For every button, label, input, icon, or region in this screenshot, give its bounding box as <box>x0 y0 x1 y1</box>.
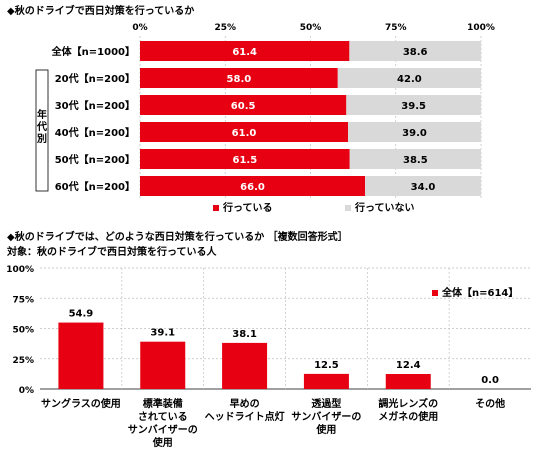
category-label-line: 使用 <box>152 436 173 449</box>
category-label-line: メガネの使用 <box>378 410 438 423</box>
chart-2-legend: 全体【n=614】 <box>432 286 518 299</box>
bar-yes <box>140 149 350 169</box>
bar <box>303 373 349 389</box>
category-label-line: その他 <box>475 397 505 410</box>
chart-2-data-label: 38.1 <box>232 329 257 340</box>
category-label-line: サンバイザーの <box>291 411 361 423</box>
chart-1-legend: 行っている 行っていない <box>213 201 415 214</box>
chart-2-subtitle: 対象：秋のドライブで西日対策を行っている人 <box>6 245 217 258</box>
chart-2-category-label: 早めのヘッドライト点灯 <box>205 398 285 423</box>
chart-2-category-label: 標準装備されているサンバイザーの使用 <box>128 397 198 449</box>
bar-yes <box>140 122 349 142</box>
chart-1-data-label: 39.0 <box>402 128 427 139</box>
bar-yes <box>140 95 347 115</box>
legend-swatch <box>345 205 351 211</box>
chart-2-tick-labels: 0% 25% 50% 75% 100% <box>6 265 34 396</box>
legend-label: 全体【n=614】 <box>441 286 518 299</box>
chart-1: ◆秋のドライブで西日対策を行っているか 0% 25% 50% 75% 100% 年代別 … <box>7 4 495 214</box>
chart-1-data-label: 66.0 <box>240 182 265 193</box>
chart-2-category-label: 透過型サンバイザーの使用 <box>291 397 361 436</box>
chart-1-category-label: 50代【n=200】 <box>55 153 135 166</box>
chart-1-data-label: 60.5 <box>231 101 256 112</box>
age-group-label-char: 代 <box>36 120 47 133</box>
bar-yes <box>140 41 350 61</box>
bar-no <box>349 149 481 169</box>
bar <box>222 342 268 389</box>
chart-1-data-label: 61.4 <box>232 47 257 58</box>
category-label-line: されている <box>138 411 188 423</box>
chart-2-grid <box>40 267 531 390</box>
chart-2-data-label: 39.1 <box>150 328 175 339</box>
legend-label: 行っている <box>222 201 273 214</box>
chart-1-title: ◆秋のドライブで西日対策を行っているか <box>7 4 194 17</box>
chart-1-category-label: 30代【n=200】 <box>55 99 135 112</box>
age-group-label: 年代別 <box>36 108 47 145</box>
category-label-line: 透過型 <box>311 397 341 410</box>
chart-2-category-label: サングラスの使用 <box>41 397 121 410</box>
chart-1-tick-labels: 0% 25% 50% 75% 100% <box>132 23 495 33</box>
chart-2-data-label: 54.9 <box>69 309 94 320</box>
age-group-label-char: 年 <box>37 108 47 121</box>
chart-2-tick-label: 0% <box>19 386 34 396</box>
chart-2-tick-label: 25% <box>12 356 34 366</box>
bar-no <box>365 176 481 196</box>
category-label-line: 使用 <box>315 423 336 436</box>
bar-yes <box>140 176 366 196</box>
chart-1-data-label: 61.0 <box>232 128 257 139</box>
category-label-line: ヘッドライト点灯 <box>205 410 285 423</box>
age-group-bracket <box>35 69 49 192</box>
chart-1-category-label: 60代【n=200】 <box>55 180 135 193</box>
chart-1-category-label: 全体【n=1000】 <box>51 45 135 58</box>
bar-no <box>337 68 481 88</box>
chart-1-category-label: 20代【n=200】 <box>55 72 135 85</box>
chart-2-data-label: 12.4 <box>396 360 421 371</box>
chart-2-data-label: 0.0 <box>481 375 499 386</box>
chart-1-data-label: 38.5 <box>403 155 428 166</box>
bar <box>385 373 431 389</box>
chart-2-category-label: その他 <box>475 397 505 410</box>
bar <box>140 341 186 389</box>
chart-2-bars: 54.9 39.1 38.1 12.5 12.4 0.0 <box>58 309 499 389</box>
legend-swatch <box>432 290 438 296</box>
chart-1-data-label: 39.5 <box>401 101 426 112</box>
legend-label: 行っていない <box>354 201 415 214</box>
chart-1-tick-label: 50% <box>300 23 322 33</box>
chart-1-data-label: 34.0 <box>411 182 436 193</box>
chart-1-tick-label: 25% <box>214 23 236 33</box>
chart-1-grid <box>139 36 482 200</box>
chart-1-tick-label: 0% <box>132 23 147 33</box>
chart-1-data-label: 42.0 <box>397 74 422 85</box>
chart-2-category-labels: サングラスの使用 標準装備されているサンバイザーの使用早めのヘッドライト点灯透過型… <box>41 397 505 449</box>
age-group-label-char: 別 <box>36 132 47 145</box>
chart-1-category-labels: 全体【n=1000】 20代【n=200】 30代【n=200】 40代【n=200】… <box>51 45 135 193</box>
category-label-line: 標準装備 <box>143 397 183 410</box>
chart-1-bars: 61.4 38.6 58.0 42.0 60.5 39.5 61.0 39.0 61.5 38.5… <box>140 41 481 196</box>
bar <box>58 322 104 389</box>
chart-2-data-label: 12.5 <box>314 360 339 371</box>
category-label-line: 早めの <box>230 398 260 410</box>
chart-2-category-label: 調光レンズのメガネの使用 <box>378 397 438 423</box>
category-label-line: サングラスの使用 <box>41 397 121 410</box>
bar-yes <box>140 68 338 88</box>
chart-1-data-label: 61.5 <box>233 155 258 166</box>
category-label-line: 調光レンズの <box>378 397 438 410</box>
chart-1-category-label: 40代【n=200】 <box>55 126 135 139</box>
chart-1-data-label: 58.0 <box>227 74 252 85</box>
bar-no <box>348 122 481 142</box>
chart-1-tick-label: 75% <box>385 23 407 33</box>
chart-2-tick-label: 100% <box>6 265 34 275</box>
chart-2: ◆秋のドライブでは、どのような西日対策を行っているか ［複数回答形式］ 対象：秋… <box>6 230 531 449</box>
legend-swatch <box>213 205 219 211</box>
category-label-line: サンバイザーの <box>128 424 198 436</box>
chart-2-title: ◆秋のドライブでは、どのような西日対策を行っているか ［複数回答形式］ <box>7 230 348 243</box>
chart-2-tick-label: 50% <box>12 326 34 336</box>
bar-no <box>349 41 481 61</box>
chart-2-tick-label: 75% <box>12 295 34 305</box>
chart-1-tick-label: 100% <box>467 23 495 33</box>
chart-1-data-label: 38.6 <box>403 47 428 58</box>
bar-no <box>346 95 481 115</box>
